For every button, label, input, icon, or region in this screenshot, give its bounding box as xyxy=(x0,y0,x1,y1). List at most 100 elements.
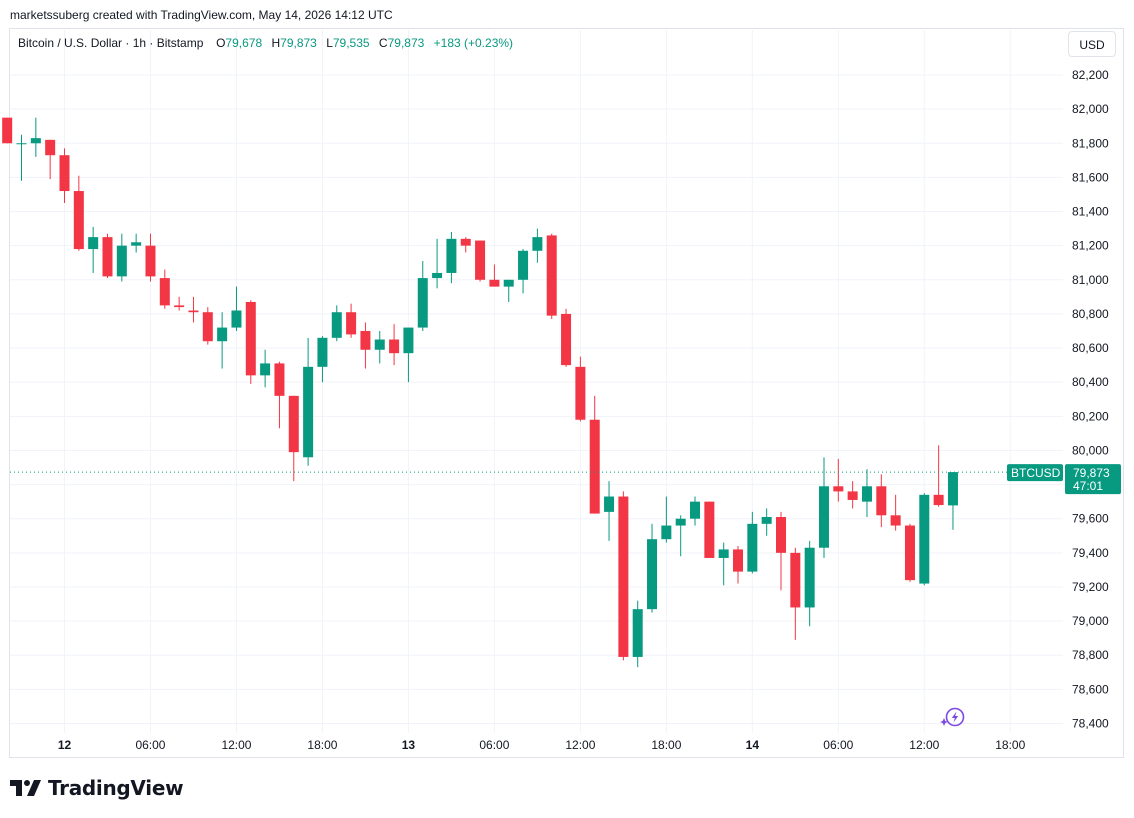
price-tag-bg xyxy=(1065,464,1121,495)
candle-body xyxy=(403,327,414,354)
candle xyxy=(604,481,615,541)
candle xyxy=(174,296,185,311)
candle-body xyxy=(604,496,615,512)
open-label: O xyxy=(216,36,226,50)
candle xyxy=(704,501,715,558)
candle xyxy=(432,238,443,289)
candle-body xyxy=(145,245,156,277)
candle xyxy=(575,356,586,422)
y-tick-label: 82,000 xyxy=(1072,102,1109,116)
candle-body xyxy=(260,363,271,376)
candle-body xyxy=(245,301,256,376)
candle-body xyxy=(59,155,70,192)
ticker-tag-label: BTCUSD xyxy=(1011,466,1061,480)
candle xyxy=(876,474,887,528)
y-tick-label: 79,400 xyxy=(1072,546,1109,560)
candle xyxy=(274,361,285,429)
sparkle-lightning-icon[interactable] xyxy=(939,706,967,730)
candle xyxy=(647,523,658,613)
x-tick-label: 12:00 xyxy=(221,738,251,752)
candle-body xyxy=(460,238,471,246)
x-tick-label: 18:00 xyxy=(995,738,1025,752)
candle-body xyxy=(919,494,930,584)
candle xyxy=(331,305,342,342)
candle-series xyxy=(2,117,958,668)
candle xyxy=(475,240,486,282)
candle xyxy=(16,134,27,181)
candle-body xyxy=(561,313,572,366)
candle xyxy=(45,139,56,180)
candle xyxy=(417,261,428,331)
candle-body xyxy=(374,339,385,350)
candle-body xyxy=(947,472,958,506)
candle-body xyxy=(532,237,543,251)
candle xyxy=(2,117,13,144)
candle-body xyxy=(661,525,672,540)
candle xyxy=(489,264,500,287)
candle-body xyxy=(159,278,170,306)
candle-body xyxy=(288,395,299,453)
candle xyxy=(761,508,772,536)
candle-body xyxy=(30,138,41,144)
symbol-title: Bitcoin / U.S. Dollar · 1h · Bitstamp xyxy=(18,36,204,50)
candle-body xyxy=(274,363,285,396)
candle xyxy=(690,496,701,526)
candle xyxy=(532,228,543,263)
candle xyxy=(904,523,915,582)
candle-body xyxy=(747,523,758,572)
candle-body xyxy=(704,501,715,558)
candle xyxy=(718,542,729,586)
y-tick-label: 79,000 xyxy=(1072,614,1109,628)
y-tick-label: 81,400 xyxy=(1072,205,1109,219)
candle-body xyxy=(317,337,328,367)
candle xyxy=(790,547,801,640)
y-tick-label: 81,000 xyxy=(1072,273,1109,287)
candle-body xyxy=(2,117,13,144)
candle-body xyxy=(417,278,428,328)
candle xyxy=(303,337,314,466)
chart-caption: marketssuberg created with TradingView.c… xyxy=(10,8,393,22)
brand-name: TradingView xyxy=(48,776,184,800)
price-tag-value: 79,873 xyxy=(1073,466,1110,480)
candle xyxy=(231,286,242,331)
tradingview-logo[interactable]: TradingView xyxy=(10,776,184,800)
x-tick-label: 06:00 xyxy=(135,738,165,752)
candle xyxy=(618,491,629,661)
candle-body xyxy=(804,547,815,608)
candle xyxy=(317,336,328,383)
candle xyxy=(446,232,457,284)
candle-body xyxy=(776,517,786,553)
candle xyxy=(833,458,844,502)
y-tick-label: 79,200 xyxy=(1072,580,1109,594)
y-tick-label: 78,400 xyxy=(1072,717,1109,731)
high-value: 79,873 xyxy=(280,36,317,50)
low-label: L xyxy=(326,36,333,50)
candle xyxy=(589,395,600,514)
x-tick-label: 12 xyxy=(58,738,72,752)
ticker-tag-bg xyxy=(1007,464,1063,482)
candle-body xyxy=(73,191,84,250)
candle-body xyxy=(904,525,915,581)
candle-body xyxy=(102,237,113,277)
x-tick-label: 14 xyxy=(746,738,760,752)
candle-body xyxy=(733,549,744,572)
candle-body xyxy=(861,486,872,502)
candle xyxy=(733,546,744,584)
candle xyxy=(288,395,299,482)
currency-button[interactable]: USD xyxy=(1068,31,1116,57)
candle-body xyxy=(718,549,729,558)
candle xyxy=(202,307,213,345)
candle xyxy=(116,233,127,282)
candle xyxy=(747,511,758,574)
y-tick-label: 81,800 xyxy=(1072,136,1109,150)
y-tick-label: 81,600 xyxy=(1072,170,1109,184)
x-tick-label: 13 xyxy=(402,738,416,752)
candle-body xyxy=(933,494,944,506)
candle xyxy=(360,322,371,369)
candle xyxy=(217,312,228,369)
candle xyxy=(561,308,572,367)
candle xyxy=(518,249,529,294)
candle-body xyxy=(116,245,127,277)
candle-body xyxy=(589,419,600,514)
